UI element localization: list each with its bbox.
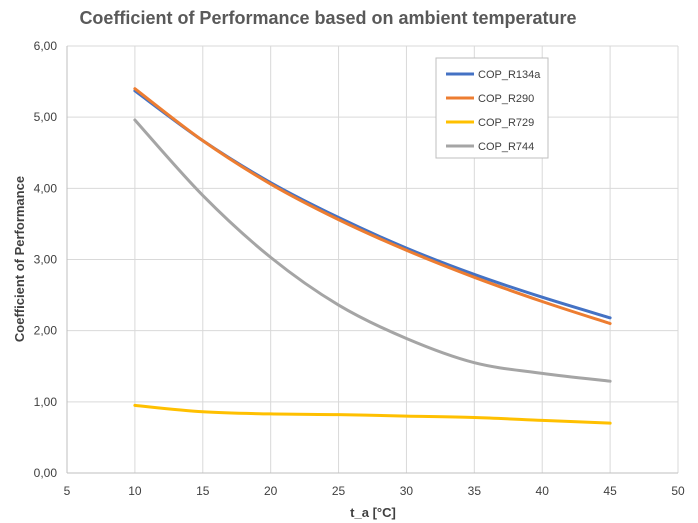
x-tick-label: 40 <box>536 484 550 498</box>
x-tick-label: 30 <box>400 484 414 498</box>
y-tick-label: 5,00 <box>34 110 58 124</box>
series-line-cop-r729 <box>135 405 610 423</box>
y-tick-label: 4,00 <box>34 181 58 195</box>
x-tick-label: 15 <box>196 484 210 498</box>
legend-label-cop-r729: COP_R729 <box>478 117 534 129</box>
x-tick-label: 25 <box>332 484 346 498</box>
x-tick-labels: 5 10 15 20 25 30 35 40 45 50 <box>64 484 685 498</box>
y-tick-labels: 0,00 1,00 2,00 3,00 4,00 5,00 6,00 <box>34 39 58 480</box>
y-axis-title: Coefficient of Performance <box>12 176 27 342</box>
y-tick-label: 3,00 <box>34 253 58 267</box>
legend-label-cop-r290: COP_R290 <box>478 93 534 105</box>
x-tick-label: 20 <box>264 484 278 498</box>
x-tick-label: 35 <box>468 484 482 498</box>
x-tick-label: 45 <box>603 484 617 498</box>
x-tick-label: 10 <box>128 484 142 498</box>
legend: COP_R134a COP_R290 COP_R729 COP_R744 <box>436 58 548 158</box>
y-tick-label: 6,00 <box>34 39 58 53</box>
legend-label-cop-r134a: COP_R134a <box>478 69 541 81</box>
series-line-cop-r744 <box>135 120 610 381</box>
y-tick-label: 2,00 <box>34 324 58 338</box>
x-tick-label: 50 <box>671 484 685 498</box>
legend-label-cop-r744: COP_R744 <box>478 141 534 153</box>
chart-title: Coefficient of Performance based on ambi… <box>79 8 576 28</box>
x-axis-title: t_a [°C] <box>350 505 396 520</box>
x-tick-label: 5 <box>64 484 71 498</box>
y-tick-label: 1,00 <box>34 395 58 409</box>
y-tick-label: 0,00 <box>34 466 58 480</box>
